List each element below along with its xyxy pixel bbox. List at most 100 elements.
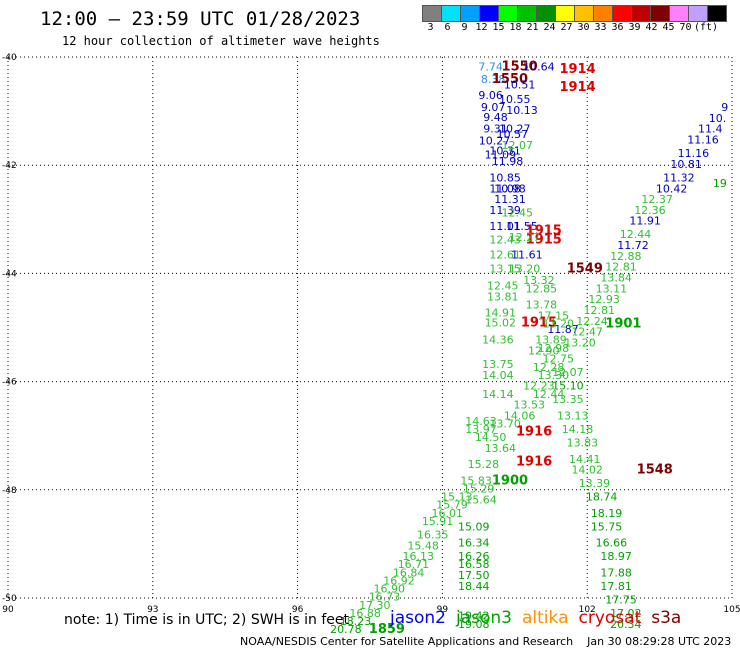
data-label: 15.48 [407,539,439,552]
y-tick-label: -50 [2,594,17,604]
data-label: 1550 [502,60,538,75]
data-label: 13.81 [487,290,519,303]
data-label: 19 [713,177,727,190]
data-label: 13.15 [489,262,521,275]
data-label: 16.84 [393,566,425,579]
colorbar-label: 9 [461,22,468,33]
data-label: 14.41 [569,453,601,466]
data-label: 10.85 [489,171,521,184]
data-label: 18.97 [600,550,632,563]
data-label: 10.27 [499,123,531,136]
data-label: 10.57 [497,128,529,141]
data-label: 1914 [559,80,595,95]
data-label: 17.50 [458,569,490,582]
data-label: 1900 [492,473,528,488]
legend-cryosat: cryosat [578,608,642,628]
data-label: 12.45 [501,207,533,220]
data-label: 1916 [516,425,552,440]
data-label: 7.74 [478,61,503,74]
data-label: 12.07 [552,366,584,379]
colorbar-label: 6 [444,22,451,33]
data-label: 20.78 [330,623,362,636]
data-label: 9.48 [483,111,508,124]
data-label: 12.43 [489,234,521,247]
data-label: 1915 [526,223,562,238]
colorbar-label: 15 [492,22,505,33]
data-label: 14.06 [504,409,536,422]
data-label: 13.84 [600,272,632,285]
data-label: 12.37 [641,193,673,206]
data-label: 12.81 [584,304,616,317]
data-label: 11.55 [506,220,538,233]
data-label: 16.92 [383,574,415,587]
x-tick-label: 90 [2,605,14,615]
colorbar-labels: 3 6 9 12 15 18 21 24 27 30 33 36 39 42 45 70 (ft) [422,22,719,33]
data-label: 16.26 [458,550,490,563]
data-label: 16.35 [417,528,449,541]
footer-note: note: 1) Time is in UTC; 2) SWH is in fe… [64,612,350,628]
data-label: 17.30 [359,599,391,612]
data-label: 19.42 [458,610,490,623]
data-label: 17.75 [605,593,637,606]
colorbar-label: 18 [509,22,522,33]
x-tick-label: 93 [147,605,158,615]
data-label: 18.44 [458,580,490,593]
data-label: 13.97 [465,423,497,436]
data-label: 14.04 [482,369,514,382]
colorbar-label: 27 [560,22,573,33]
data-label: 12.98 [538,342,570,355]
y-tick-label: -46 [2,378,17,388]
data-label: 16.73 [369,591,401,604]
y-tick-label: -40 [2,53,17,63]
data-label: 15.29 [463,483,495,496]
colorbar-label: 36 [611,22,624,33]
data-label: 13.20 [564,336,596,349]
colorbar-label: 33 [594,22,607,33]
data-label: 13.70 [489,418,521,431]
data-label: 11.01 [489,220,521,233]
data-label: 11.91 [629,215,661,228]
data-label: 13.39 [579,477,611,490]
data-label: 11.32 [663,171,695,184]
colorbar-label: 70 [679,22,692,33]
data-label: 12.36 [634,204,666,217]
data-label: 1915 [521,315,557,330]
y-tick-label: -44 [2,269,17,279]
data-label: 14.02 [571,464,603,477]
chart-title: 12:00 – 23:59 UTC 01/28/2023 [40,8,361,30]
data-label: 9.07 [481,101,506,114]
x-tick-label: 105 [723,605,740,615]
data-label: 1548 [637,463,673,478]
data-label: 10.27 [479,135,511,148]
data-label: 11.08 [489,182,521,195]
data-label: 15.75 [591,520,623,533]
data-label: 15.91 [422,515,454,528]
data-label: 12.44 [620,228,652,241]
data-label: 9 [721,101,728,114]
colorbar-label: 12 [475,22,488,33]
data-label: 11.98 [492,155,524,168]
data-label: 12.88 [610,250,642,263]
data-label: 12.23 [523,380,555,393]
data-label: 18.74 [586,491,618,504]
data-label: 1550 [492,72,528,87]
data-label: 12.90 [528,345,560,358]
data-label: 13.20 [509,262,541,275]
colorbar-label: 21 [526,22,539,33]
data-label: 13.64 [485,442,517,455]
data-label: 14.36 [482,334,514,347]
data-label: 13.13 [557,409,589,422]
colorbar-swatch [707,5,727,22]
legend-jason2: jason2 [390,608,446,628]
data-label: 12.07 [501,139,533,152]
colorbar-label: 42 [645,22,658,33]
data-label: 15.02 [485,316,517,329]
data-label: 16.34 [458,537,490,550]
legend-altika: altika [522,608,569,628]
colorbar-unit: (ft) [694,22,719,33]
data-label: 17.88 [600,566,632,579]
data-label: 12.81 [605,261,637,274]
data-label: 19.08 [458,618,490,631]
legend-jason3: jason3 [456,608,512,628]
data-label: 1901 [605,317,641,332]
